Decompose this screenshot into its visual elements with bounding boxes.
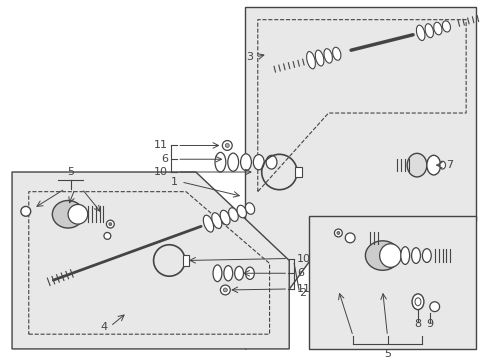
Ellipse shape (411, 248, 420, 264)
Text: 3: 3 (245, 52, 252, 62)
Bar (183, 255, 188, 266)
Ellipse shape (203, 215, 213, 232)
Ellipse shape (411, 294, 423, 310)
Text: 5: 5 (383, 349, 390, 359)
Text: 9: 9 (426, 319, 432, 329)
Ellipse shape (265, 155, 276, 169)
Circle shape (21, 206, 31, 216)
Ellipse shape (407, 153, 426, 177)
Ellipse shape (68, 204, 87, 224)
Text: 6: 6 (297, 268, 304, 278)
Text: 2: 2 (299, 288, 305, 298)
Ellipse shape (220, 210, 229, 225)
Ellipse shape (315, 50, 323, 66)
Polygon shape (12, 172, 288, 349)
Text: 1: 1 (171, 177, 178, 187)
Ellipse shape (433, 22, 441, 35)
Bar (295, 167, 302, 177)
Text: 10: 10 (297, 253, 310, 264)
Text: 8: 8 (413, 319, 421, 329)
Ellipse shape (306, 51, 315, 69)
Ellipse shape (245, 203, 254, 214)
Ellipse shape (237, 205, 246, 218)
Ellipse shape (414, 298, 420, 306)
Ellipse shape (324, 49, 332, 63)
Ellipse shape (211, 213, 222, 229)
Ellipse shape (228, 208, 238, 221)
Ellipse shape (439, 161, 445, 169)
Ellipse shape (240, 154, 251, 171)
Ellipse shape (416, 25, 424, 41)
Circle shape (223, 288, 227, 292)
Ellipse shape (426, 155, 440, 175)
Text: 4: 4 (100, 322, 107, 332)
Ellipse shape (422, 249, 430, 262)
Ellipse shape (213, 265, 222, 282)
Ellipse shape (245, 267, 254, 279)
Ellipse shape (442, 21, 449, 32)
Circle shape (222, 140, 232, 150)
Text: 7: 7 (446, 160, 453, 170)
Text: 6: 6 (161, 154, 168, 164)
Ellipse shape (365, 241, 399, 270)
Ellipse shape (52, 201, 83, 228)
Ellipse shape (227, 153, 238, 171)
Circle shape (104, 233, 111, 239)
Ellipse shape (424, 24, 432, 38)
Ellipse shape (234, 266, 243, 280)
Ellipse shape (379, 244, 401, 267)
Polygon shape (244, 7, 475, 349)
Circle shape (334, 229, 342, 237)
Circle shape (345, 233, 354, 243)
Circle shape (106, 220, 114, 228)
Circle shape (109, 222, 112, 226)
Circle shape (220, 285, 230, 295)
Text: 5: 5 (67, 167, 74, 177)
Circle shape (225, 144, 229, 148)
Ellipse shape (253, 154, 264, 170)
Circle shape (429, 302, 439, 312)
Text: 11: 11 (154, 140, 168, 150)
Circle shape (336, 231, 339, 234)
Text: 10: 10 (154, 167, 168, 177)
Ellipse shape (215, 152, 225, 172)
Ellipse shape (224, 266, 232, 281)
Ellipse shape (332, 47, 340, 60)
Text: 11: 11 (297, 284, 310, 294)
Polygon shape (308, 216, 475, 349)
Ellipse shape (400, 247, 409, 264)
